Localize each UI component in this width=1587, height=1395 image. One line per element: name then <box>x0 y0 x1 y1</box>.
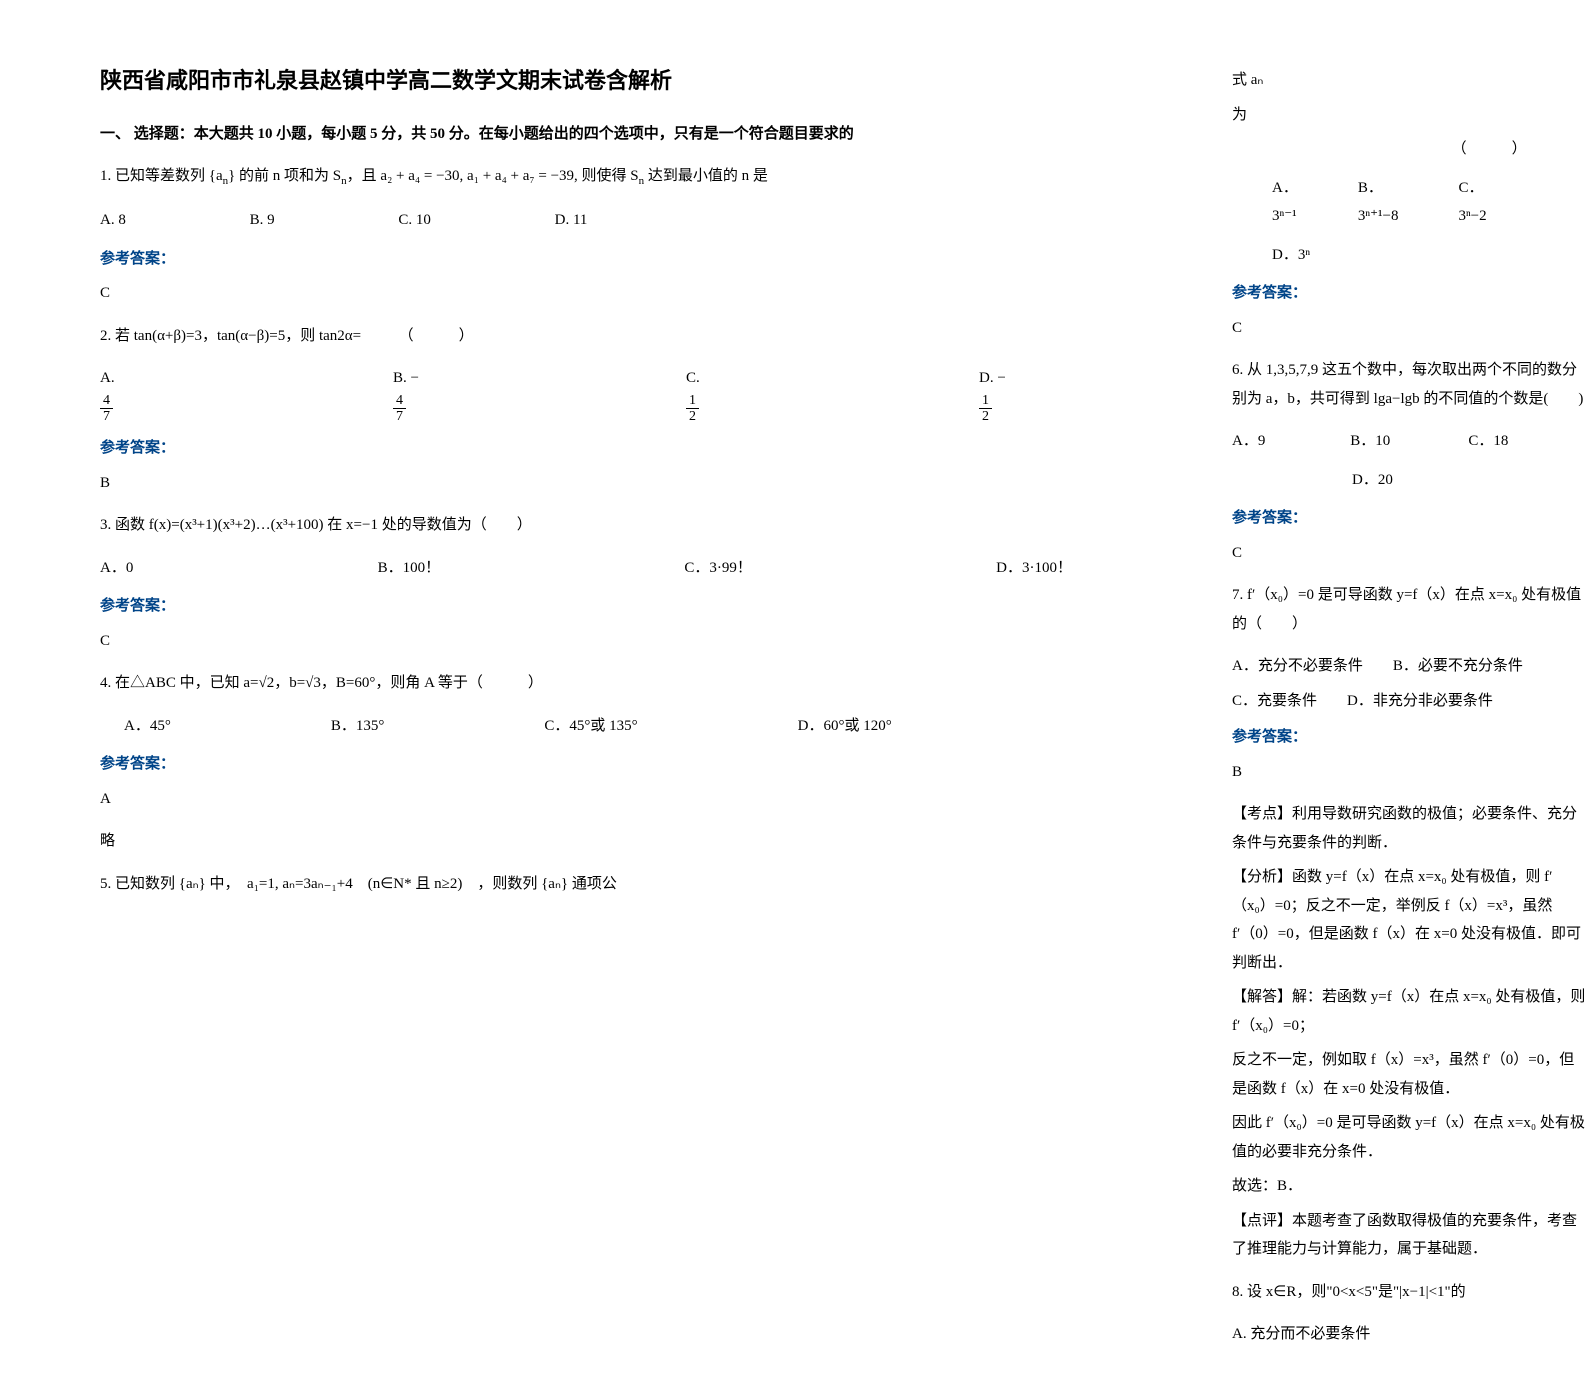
q2-opt-b: B. −47 <box>393 364 526 424</box>
section-1-head: 一、 选择题：本大题共 10 小题，每小题 5 分，共 50 分。在每小题给出的… <box>100 120 1172 149</box>
q6-options: A．9 B．10 C．18 <box>1232 427 1587 456</box>
q7-p4: 反之不一定，例如取 f（x）=x³，虽然 f′（0）=0，但是函数 f（x）在 … <box>1232 1046 1587 1103</box>
q6-ans: C <box>1232 539 1587 568</box>
q7-opts-row1: A．充分不必要条件 B．必要不充分条件 <box>1232 652 1587 681</box>
q3-ans: C <box>100 627 1172 656</box>
q1-stem-post: 达到最小值的 n 是 <box>644 168 768 184</box>
q4-opt-c: C．45°或 135° <box>544 712 637 741</box>
q1-opt-d: D. 11 <box>555 206 588 235</box>
q5-cont2: 为 <box>1232 101 1587 130</box>
question-3: 3. 函数 f(x)=(x³+1)(x³+2)…(x³+100) 在 x=−1 … <box>100 511 1172 540</box>
q4-options: A．45° B．135° C．45°或 135° D．60°或 120° <box>100 712 1172 741</box>
q4-opt-a: A．45° <box>124 712 171 741</box>
q3-opt-c: C．3·99！ <box>684 554 752 583</box>
q1-stem-mid2: ，且 a₂ + a₄ = −30, a₁ + a₄ + a₇ = −39, 则使… <box>347 168 639 184</box>
q5-opt-b: B．3ⁿ⁺¹−8 <box>1358 174 1399 231</box>
q7-p3: 【解答】解：若函数 y=f（x）在点 x=x₀ 处有极值，则 f′（x₀）=0； <box>1232 983 1587 1040</box>
question-5: 5. 已知数列 {aₙ} 中， a₁=1, aₙ=3aₙ₋₁+4 (n∈N* 且… <box>100 870 1172 899</box>
q7-opts-row2: C．充要条件 D．非充分非必要条件 <box>1232 687 1587 716</box>
q7-p2: 【分析】函数 y=f（x）在点 x=x₀ 处有极值，则 f′（x₀）=0；反之不… <box>1232 863 1587 977</box>
q5-opt-a: A．3ⁿ⁻¹ <box>1272 174 1298 231</box>
q2-opt-a: A. 47 <box>100 364 233 424</box>
q2-options: A. 47 B. −47 C. 12 D. −12 <box>100 364 1172 424</box>
q1-options: A. 8 B. 9 C. 10 D. 11 <box>100 206 1172 235</box>
q7-ans-label: 参考答案： <box>1232 723 1587 752</box>
q7-ans: B <box>1232 758 1587 787</box>
question-7: 7. f′（x₀）=0 是可导函数 y=f（x）在点 x=x₀ 处有极值的（ ） <box>1232 581 1587 638</box>
q1-ans: C <box>100 279 1172 308</box>
q7-p7: 【点评】本题考查了函数取得极值的充要条件，考查了推理能力与计算能力，属于基础题． <box>1232 1207 1587 1264</box>
q6-ans-label: 参考答案： <box>1232 504 1587 533</box>
q3-opt-d: D．3·100！ <box>996 554 1072 583</box>
question-4: 4. 在△ABC 中，已知 a=√2，b=√3，B=60°，则角 A 等于（ ） <box>100 669 1172 698</box>
q5-opt-d: D．3ⁿ <box>1272 241 1310 270</box>
q1-opt-a: A. 8 <box>100 206 126 235</box>
q3-opt-a: A．0 <box>100 554 133 583</box>
q3-ans-label: 参考答案： <box>100 592 1172 621</box>
q5-options-2: D．3ⁿ <box>1232 241 1587 270</box>
q2-opt-d: D. −12 <box>979 364 1112 424</box>
question-6: 6. 从 1,3,5,7,9 这五个数中，每次取出两个不同的数分别为 a，b，共… <box>1232 356 1587 413</box>
q8-opt-a: A. 充分而不必要条件 <box>1232 1320 1587 1349</box>
q5-ans: C <box>1232 314 1587 343</box>
q1-opt-b: B. 9 <box>250 206 275 235</box>
q7-p1: 【考点】利用导数研究函数的极值；必要条件、充分条件与充要条件的判断． <box>1232 800 1587 857</box>
q1-stem-mid1: } 的前 n 项和为 S <box>228 168 341 184</box>
q2-ans: B <box>100 469 1172 498</box>
q5-cont1: 式 aₙ <box>1232 66 1587 95</box>
q4-ans: A <box>100 785 1172 814</box>
q5-options: A．3ⁿ⁻¹ B．3ⁿ⁺¹−8 C．3ⁿ−2 <box>1232 174 1587 231</box>
question-2: 2. 若 tan(α+β)=3，tan(α−β)=5，则 tan2α= （ ） <box>100 322 1172 351</box>
question-8: 8. 设 x∈R，则"0<x<5"是"|x−1|<1"的 <box>1232 1278 1587 1307</box>
q2-ans-label: 参考答案： <box>100 434 1172 463</box>
q4-ans-label: 参考答案： <box>100 750 1172 779</box>
q5-paren: （ ） <box>1232 135 1587 164</box>
q4-opt-b: B．135° <box>331 712 385 741</box>
q6-options-2: D．20 <box>1232 466 1587 495</box>
q1-ans-label: 参考答案： <box>100 245 1172 274</box>
q4-note: 略 <box>100 827 1172 856</box>
q6-opt-d: D．20 <box>1352 466 1393 495</box>
q3-options: A．0 B．100！ C．3·99！ D．3·100！ <box>100 554 1172 583</box>
q6-opt-a: A．9 <box>1232 427 1290 456</box>
q5-opt-c: C．3ⁿ−2 <box>1458 174 1486 231</box>
q1-opt-c: C. 10 <box>398 206 431 235</box>
doc-title: 陕西省咸阳市市礼泉县赵镇中学高二数学文期末试卷含解析 <box>100 60 1172 102</box>
q7-p5: 因此 f′（x₀）=0 是可导函数 y=f（x）在点 x=x₀ 处有极值的必要非… <box>1232 1109 1587 1166</box>
question-1: 1. 已知等差数列 {an} 的前 n 项和为 Sn，且 a₂ + a₄ = −… <box>100 162 1172 192</box>
q2-opt-c: C. 12 <box>686 364 819 424</box>
q5-ans-label: 参考答案： <box>1232 279 1587 308</box>
q7-p6: 故选：B． <box>1232 1172 1587 1201</box>
q1-stem-pre: 1. 已知等差数列 {a <box>100 168 223 184</box>
q4-opt-d: D．60°或 120° <box>798 712 892 741</box>
q6-opt-b: B．10 <box>1350 427 1408 456</box>
q3-opt-b: B．100！ <box>378 554 441 583</box>
q6-opt-c: C．18 <box>1468 427 1526 456</box>
